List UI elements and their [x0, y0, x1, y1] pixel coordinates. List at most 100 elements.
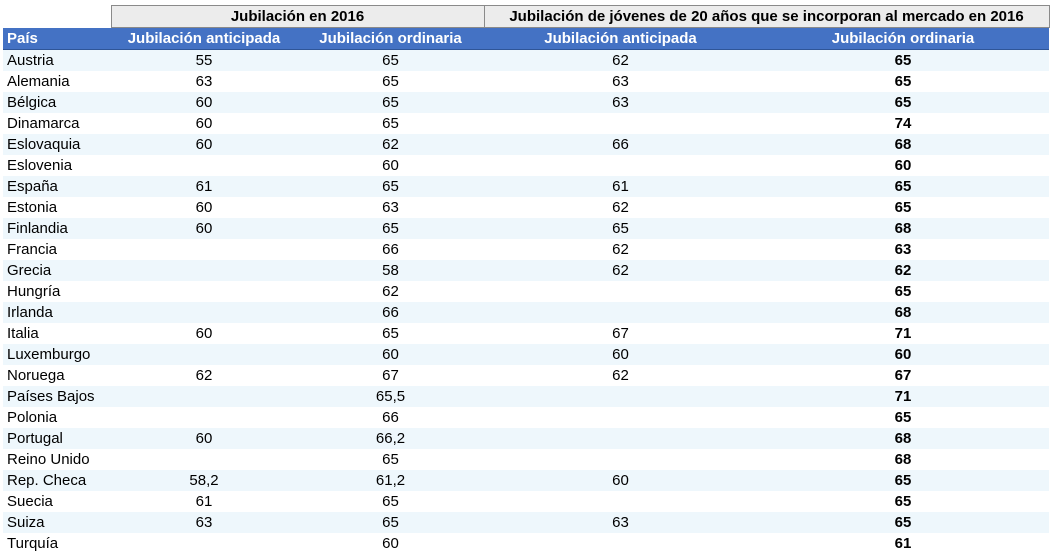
cell-ordinaria-2016: 60 — [297, 344, 485, 365]
cell-ordinaria-jovenes: 65 — [757, 512, 1050, 533]
cell-anticipada-2016: 58,2 — [111, 470, 297, 491]
table-row: Eslovenia 60 60 — [3, 155, 1049, 176]
cell-anticipada-jovenes: 66 — [484, 134, 758, 155]
cell-pais: Reino Unido — [7, 451, 90, 468]
table-row: Rep. Checa 58,2 61,2 60 65 — [3, 470, 1050, 491]
cell-ordinaria-jovenes: 67 — [894, 367, 912, 384]
cell-ordinaria-2016: 65 — [297, 512, 485, 533]
cell-ordinaria-jovenes: 62 — [757, 260, 1050, 281]
cell-pais: Irlanda — [3, 302, 111, 323]
cell-pais: Finlandia — [3, 218, 111, 239]
cell-ordinaria-2016: 62 — [382, 283, 399, 300]
column-header-row: País Jubilación anticipada Jubilación or… — [3, 27, 1050, 50]
cell-ordinaria-jovenes: 65 — [757, 92, 1050, 113]
cell-ordinaria-2016: 67 — [382, 367, 399, 384]
cell-anticipada-2016: 60 — [111, 92, 297, 113]
cell-anticipada-2016: 55 — [111, 49, 297, 71]
table-row: Portugal 60 66,2 68 — [3, 428, 1050, 449]
cell-anticipada-2016 — [111, 281, 297, 302]
table-row: Eslovaquia 60 62 66 68 — [3, 134, 1050, 155]
table-row: Polonia 66 65 — [3, 407, 1049, 428]
cell-anticipada-jovenes — [484, 281, 757, 302]
table-row: Países Bajos 65,5 71 — [3, 386, 1050, 407]
cell-pais: Noruega — [7, 367, 65, 384]
group-header-young-workers: Jubilación de jóvenes de 20 años que se … — [483, 5, 1050, 28]
cell-anticipada-2016: 62 — [195, 367, 213, 384]
cell-pais: Polonia — [7, 409, 58, 426]
cell-anticipada-2016 — [111, 302, 297, 323]
cell-ordinaria-2016: 63 — [382, 199, 399, 216]
retirement-age-table: Jubilación en 2016 Jubilación de jóvenes… — [3, 5, 1050, 554]
cell-ordinaria-jovenes: 63 — [894, 241, 912, 258]
cell-ordinaria-2016: 65 — [382, 451, 399, 468]
cell-ordinaria-jovenes: 65 — [894, 409, 912, 426]
cell-ordinaria-jovenes: 65 — [894, 199, 912, 216]
cell-pais: Hungría — [7, 283, 61, 300]
cell-anticipada-2016 — [111, 533, 297, 554]
table-row: Dinamarca 60 65 74 — [3, 113, 1049, 134]
column-header-pais: País — [3, 27, 111, 50]
cell-anticipada-jovenes — [484, 533, 757, 554]
cell-pais: Dinamarca — [7, 115, 80, 132]
cell-anticipada-2016 — [111, 155, 297, 176]
table-row: Grecia 58 62 62 — [3, 260, 1050, 281]
table-row: Austria 55 65 62 65 — [3, 49, 1050, 71]
cell-ordinaria-2016: 65 — [382, 115, 399, 132]
column-header-anticipada-2016: Jubilación anticipada — [111, 27, 297, 50]
table-row: Francia 66 62 63 — [3, 239, 1049, 260]
cell-ordinaria-jovenes: 68 — [757, 134, 1050, 155]
cell-anticipada-jovenes: 63 — [484, 512, 758, 533]
cell-anticipada-jovenes: 67 — [612, 325, 629, 342]
cell-anticipada-2016 — [111, 344, 297, 365]
cell-ordinaria-2016: 65 — [297, 176, 485, 197]
table-row: Alemania 63 65 63 65 — [3, 71, 1049, 92]
cell-ordinaria-jovenes: 65 — [894, 493, 912, 510]
table-row: España 61 65 61 65 — [3, 176, 1050, 197]
cell-ordinaria-2016: 58 — [297, 260, 485, 281]
cell-anticipada-jovenes — [484, 155, 757, 176]
group-header-blank — [3, 5, 111, 28]
cell-anticipada-jovenes — [484, 491, 757, 512]
cell-ordinaria-2016: 65 — [297, 218, 485, 239]
cell-anticipada-jovenes — [484, 386, 758, 407]
cell-anticipada-2016: 60 — [111, 134, 297, 155]
table-row: Noruega 62 67 62 67 — [3, 365, 1049, 386]
cell-ordinaria-2016: 65 — [382, 73, 399, 90]
column-header-ordinaria-2016: Jubilación ordinaria — [297, 27, 485, 50]
cell-ordinaria-2016: 66 — [382, 409, 399, 426]
cell-ordinaria-jovenes: 71 — [894, 325, 912, 342]
cell-pais: España — [3, 176, 111, 197]
cell-ordinaria-jovenes: 60 — [894, 157, 912, 174]
cell-pais: Eslovenia — [7, 157, 73, 174]
cell-ordinaria-2016: 65 — [297, 49, 485, 71]
cell-anticipada-jovenes — [484, 407, 757, 428]
cell-ordinaria-2016: 60 — [382, 535, 399, 552]
table-row: Luxemburgo 60 60 60 — [3, 344, 1050, 365]
cell-ordinaria-jovenes: 74 — [894, 115, 912, 132]
cell-ordinaria-jovenes: 68 — [757, 428, 1050, 449]
group-header-row: Jubilación en 2016 Jubilación de jóvenes… — [3, 5, 1050, 28]
cell-pais: Francia — [7, 241, 58, 258]
cell-anticipada-jovenes: 60 — [484, 344, 758, 365]
cell-pais: Turquía — [7, 535, 59, 552]
cell-ordinaria-jovenes: 61 — [894, 535, 912, 552]
table-body: Austria 55 65 62 65 Alemania 63 65 63 65 Bélgica 60… — [3, 49, 1050, 554]
table-row: Hungría 62 65 — [3, 281, 1049, 302]
cell-ordinaria-2016: 65 — [382, 325, 399, 342]
cell-anticipada-2016 — [111, 449, 297, 470]
cell-anticipada-jovenes: 62 — [612, 367, 629, 384]
cell-anticipada-2016: 63 — [195, 73, 213, 90]
cell-pais: Estonia — [7, 199, 58, 216]
cell-anticipada-jovenes: 62 — [484, 260, 758, 281]
cell-pais: Suecia — [7, 493, 53, 510]
cell-ordinaria-jovenes: 65 — [757, 176, 1050, 197]
cell-pais: Luxemburgo — [3, 344, 111, 365]
cell-anticipada-2016 — [111, 407, 297, 428]
table-row: Turquía 60 61 — [3, 533, 1049, 554]
cell-anticipada-2016: 60 — [195, 115, 213, 132]
cell-ordinaria-jovenes: 65 — [757, 470, 1050, 491]
cell-pais: Bélgica — [3, 92, 111, 113]
table-row: Bélgica 60 65 63 65 — [3, 92, 1050, 113]
cell-anticipada-jovenes: 62 — [612, 241, 629, 258]
